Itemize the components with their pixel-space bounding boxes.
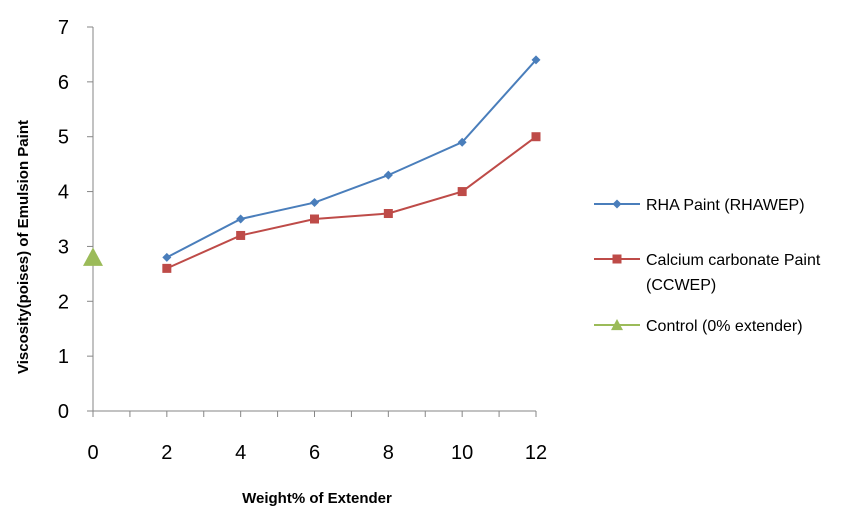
- x-tick-label: 12: [525, 442, 547, 464]
- y-tick-label: 2: [58, 291, 69, 313]
- y-tick-label: 7: [58, 17, 69, 39]
- data-point-marker: [162, 263, 172, 273]
- legend-marker: [611, 319, 623, 331]
- y-tick-label: 3: [58, 236, 69, 258]
- x-axis-title: Weight% of Extender: [242, 490, 392, 507]
- data-point-marker: [383, 209, 393, 219]
- series-line: [166, 135, 537, 270]
- legend-item: Calcium carbonate Paint (CCWEP): [594, 252, 821, 294]
- legend-label: Control (0% extender): [646, 318, 803, 335]
- legend: RHA Paint (RHAWEP) Calcium carbonate Pain…: [594, 197, 821, 335]
- data-point-marker: [457, 187, 467, 197]
- data-point-marker: [310, 198, 319, 208]
- data-point-marker: [83, 247, 103, 266]
- data-point-marker: [162, 252, 172, 262]
- data-point-marker: [236, 230, 246, 240]
- x-tick-label: 2: [161, 442, 172, 464]
- y-axis-title: Viscosity(poises) of Emulsion Paint: [15, 120, 32, 374]
- legend-marker: [612, 199, 622, 209]
- legend-label: Calcium carbonate Paint: [646, 252, 821, 269]
- x-tick-label: 8: [383, 442, 394, 464]
- series-1: [162, 132, 541, 273]
- series-layer: [83, 55, 541, 273]
- data-point-marker: [236, 214, 246, 224]
- series-line: [166, 59, 537, 259]
- y-tick-label: 4: [58, 182, 69, 204]
- x-axis-ticks: 0 2 4 6 8 10 12: [87, 411, 547, 464]
- y-tick-label: 6: [58, 72, 69, 94]
- x-tick-label: 6: [309, 442, 320, 464]
- data-point-marker: [531, 132, 541, 142]
- series-2: [83, 247, 103, 266]
- legend-item: Control (0% extender): [594, 318, 803, 335]
- data-point-marker: [383, 170, 393, 180]
- y-tick-label: 5: [58, 127, 69, 149]
- x-tick-label: 4: [235, 442, 246, 464]
- legend-label: (CCWEP): [646, 277, 716, 294]
- y-tick-label: 1: [58, 346, 69, 368]
- legend-item: RHA Paint (RHAWEP): [594, 197, 805, 214]
- y-tick-label: 0: [58, 401, 69, 423]
- y-axis-ticks: 0 1 2 3 4 5 6 7: [58, 17, 93, 423]
- data-point-marker: [457, 137, 467, 147]
- x-tick-label: 10: [451, 442, 473, 464]
- legend-label: RHA Paint (RHAWEP): [646, 197, 805, 214]
- legend-marker: [612, 254, 622, 264]
- series-0: [162, 55, 541, 262]
- x-tick-label: 0: [87, 442, 98, 464]
- data-point-marker: [531, 55, 541, 65]
- data-point-marker: [310, 214, 319, 224]
